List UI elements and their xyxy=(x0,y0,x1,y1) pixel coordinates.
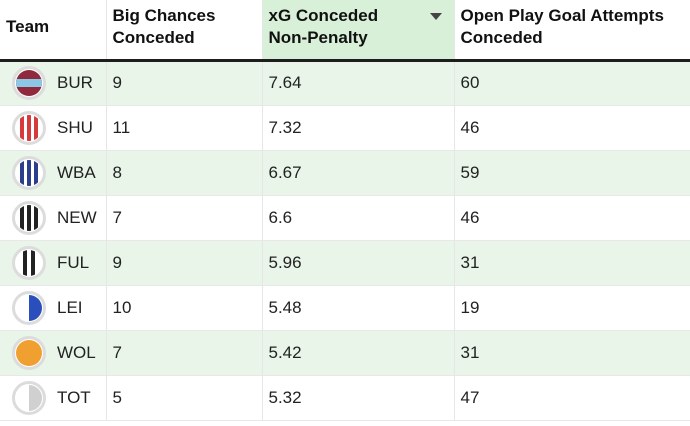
table-row: BUR 9 7.64 60 xyxy=(0,60,690,105)
attempts-value: 46 xyxy=(454,105,690,150)
team-cell: BUR xyxy=(6,66,100,100)
column-header-xg[interactable]: xG Conceded Non-Penalty xyxy=(262,0,455,60)
table-row: WBA 8 6.67 59 xyxy=(0,150,690,195)
attempts-value: 19 xyxy=(454,285,690,330)
xg-value: 6.6 xyxy=(262,195,455,240)
table-row: TOT 5 5.32 47 xyxy=(0,375,690,420)
table-row: LEI 10 5.48 19 xyxy=(0,285,690,330)
big-chances-value: 7 xyxy=(106,195,263,240)
team-cell: LEI xyxy=(6,290,100,325)
team-cell: WOL xyxy=(6,335,100,370)
team-abbreviation: SHU xyxy=(57,117,93,137)
column-header-attempts[interactable]: Open Play Goal Attempts Conceded xyxy=(454,0,690,60)
wolves-badge-icon xyxy=(12,335,46,370)
team-abbreviation: TOT xyxy=(57,387,91,407)
column-header-label: Team xyxy=(6,17,50,36)
west-brom-badge-icon xyxy=(12,155,46,190)
table-row: NEW 7 6.6 46 xyxy=(0,195,690,240)
xg-value: 6.67 xyxy=(262,150,455,195)
attempts-value: 47 xyxy=(454,375,690,420)
team-abbreviation: FUL xyxy=(57,252,90,272)
leicester-badge-icon xyxy=(12,290,46,325)
big-chances-value: 9 xyxy=(106,60,263,105)
sort-descending-icon[interactable] xyxy=(429,13,442,20)
attempts-value: 60 xyxy=(454,60,690,105)
big-chances-value: 9 xyxy=(106,240,263,285)
xg-value: 7.32 xyxy=(262,105,455,150)
team-abbreviation: NEW xyxy=(57,207,97,227)
team-cell: FUL xyxy=(6,245,100,280)
table-row: SHU 11 7.32 46 xyxy=(0,105,690,150)
team-abbreviation: WBA xyxy=(57,162,96,182)
big-chances-value: 8 xyxy=(106,150,263,195)
column-header-big-chances[interactable]: Big Chances Conceded xyxy=(106,0,263,60)
column-header-label: xG Conceded Non-Penalty xyxy=(268,6,379,47)
attempts-value: 46 xyxy=(454,195,690,240)
big-chances-value: 5 xyxy=(106,375,263,420)
xg-value: 5.96 xyxy=(262,240,455,285)
sheffield-united-badge-icon xyxy=(12,110,46,145)
team-cell: WBA xyxy=(6,155,100,190)
team-cell: NEW xyxy=(6,200,100,235)
team-cell: TOT xyxy=(6,380,100,415)
column-header-label: Open Play Goal Attempts Conceded xyxy=(460,6,664,47)
header-row: Team Big Chances Conceded xG Conceded No… xyxy=(0,0,690,60)
big-chances-value: 7 xyxy=(106,330,263,375)
team-cell: SHU xyxy=(6,110,100,145)
column-header-label: Big Chances Conceded xyxy=(112,6,216,47)
team-abbreviation: WOL xyxy=(57,342,96,362)
burnley-badge-icon xyxy=(12,66,46,100)
big-chances-value: 11 xyxy=(106,105,263,150)
team-abbreviation: LEI xyxy=(57,297,83,317)
xg-value: 5.32 xyxy=(262,375,455,420)
xg-value: 5.42 xyxy=(262,330,455,375)
big-chances-value: 10 xyxy=(106,285,263,330)
fulham-badge-icon xyxy=(12,245,46,280)
xg-value: 7.64 xyxy=(262,60,455,105)
attempts-value: 31 xyxy=(454,240,690,285)
column-header-team[interactable]: Team xyxy=(0,0,107,60)
xg-value: 5.48 xyxy=(262,285,455,330)
attempts-value: 31 xyxy=(454,330,690,375)
newcastle-badge-icon xyxy=(12,200,46,235)
tottenham-badge-icon xyxy=(12,380,46,415)
table-row: FUL 9 5.96 31 xyxy=(0,240,690,285)
table-row: WOL 7 5.42 31 xyxy=(0,330,690,375)
team-abbreviation: BUR xyxy=(57,73,93,92)
attempts-value: 59 xyxy=(454,150,690,195)
